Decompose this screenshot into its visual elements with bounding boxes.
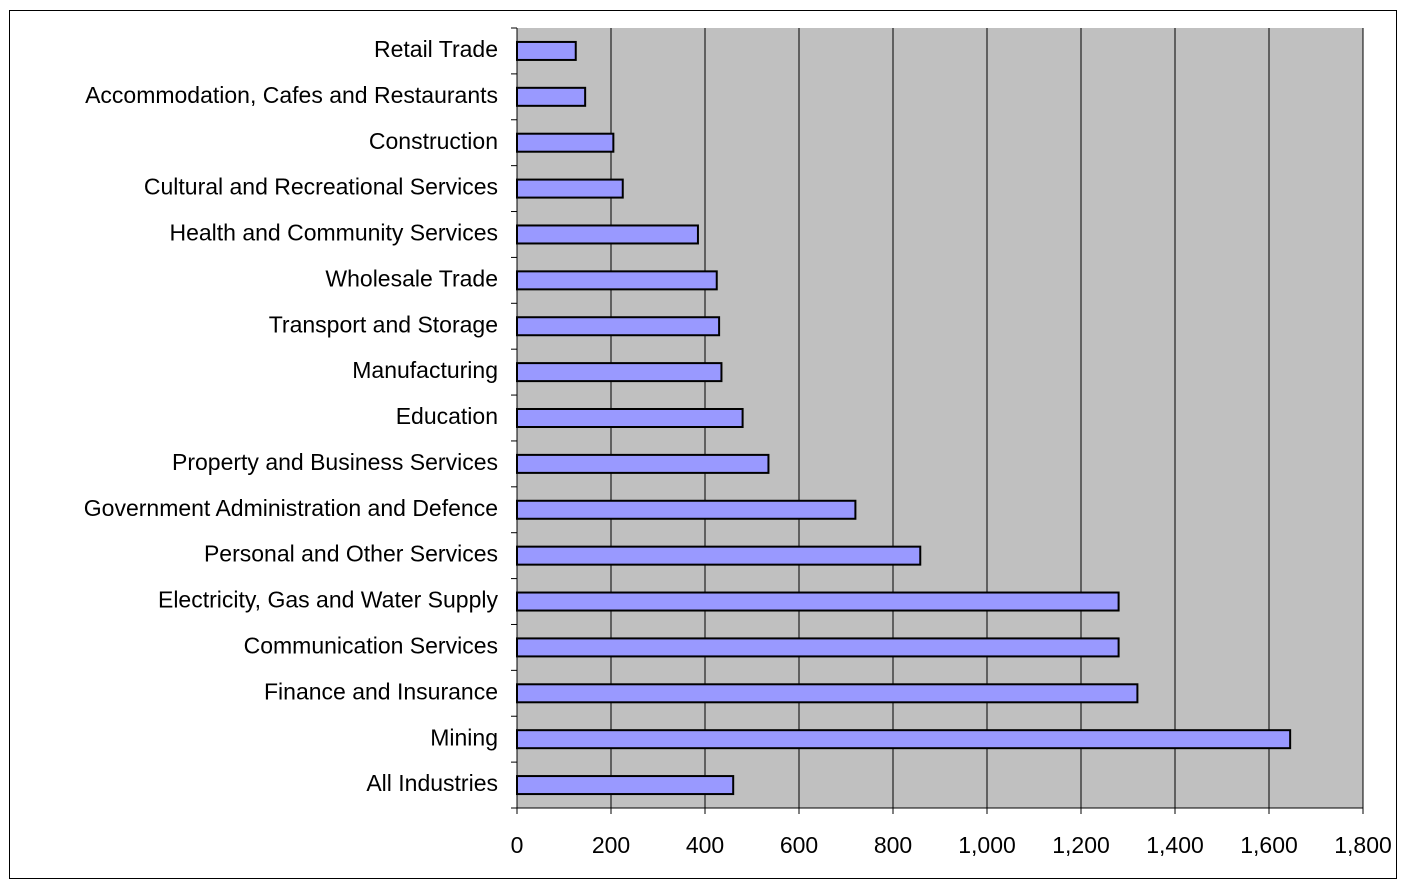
x-tick-label: 600 [780, 832, 818, 858]
category-label: Finance and Insurance [264, 678, 498, 704]
category-label: Cultural and Recreational Services [144, 174, 498, 200]
bar [516, 637, 1120, 658]
x-tick-label: 1,000 [958, 832, 1016, 858]
bar [516, 362, 723, 383]
category-label: Construction [369, 128, 498, 154]
bar [516, 729, 1292, 750]
bar [516, 408, 744, 428]
bar [516, 591, 1120, 612]
gridlines [610, 28, 1364, 808]
bar [516, 453, 770, 474]
category-label: Transport and Storage [269, 311, 498, 337]
category-label: Mining [430, 724, 498, 750]
x-tick-labels: 0 200 400 600 800 1,000 1,200 1,400 1,600 1,800 [511, 832, 1392, 858]
category-label: Education [396, 403, 498, 429]
x-tick-label: 1,200 [1052, 832, 1110, 858]
bar [516, 86, 587, 107]
category-label: All Industries [366, 770, 498, 796]
category-label: Accommodation, Cafes and Restaurants [85, 82, 498, 108]
bar [516, 40, 577, 61]
bar [516, 178, 624, 199]
x-tick-label: 1,800 [1334, 832, 1392, 858]
category-label: Communication Services [244, 632, 498, 658]
axes [511, 27, 1364, 814]
category-label: Wholesale Trade [325, 265, 498, 291]
bar [516, 224, 699, 245]
x-tick-label: 400 [686, 832, 724, 858]
x-tick-label: 200 [592, 832, 630, 858]
bar [516, 545, 922, 566]
category-label: Personal and Other Services [204, 541, 498, 567]
category-label: Retail Trade [374, 36, 498, 62]
x-tick-label: 0 [511, 832, 524, 858]
bar [516, 775, 735, 796]
category-label: Health and Community Services [169, 220, 498, 246]
bar [516, 132, 615, 153]
bar [516, 683, 1139, 704]
bar [516, 316, 721, 337]
x-tick-label: 800 [874, 832, 912, 858]
category-label: Manufacturing [352, 357, 498, 383]
bar [516, 499, 857, 520]
category-label: Property and Business Services [172, 449, 498, 475]
category-labels: Retail Trade Accommodation, Cafes and Res… [84, 36, 499, 796]
category-label: Electricity, Gas and Water Supply [158, 587, 499, 613]
bar [516, 270, 718, 291]
x-tick-label: 1,600 [1240, 832, 1298, 858]
category-label: Government Administration and Defence [84, 495, 498, 521]
x-tick-label: 1,400 [1146, 832, 1204, 858]
